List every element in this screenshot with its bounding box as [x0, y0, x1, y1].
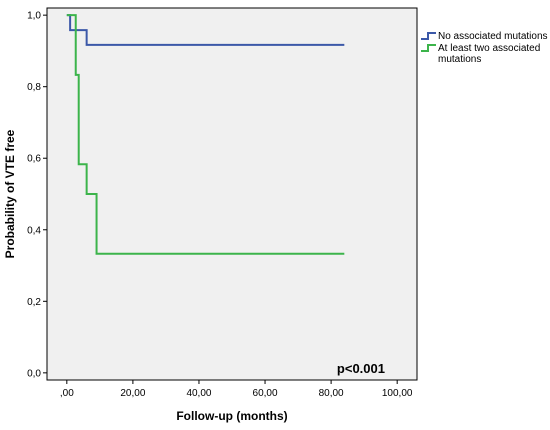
legend-label-2: At least two associated mutations	[438, 43, 540, 65]
x-axis-title: Follow-up (months)	[176, 409, 287, 423]
y-tick-label: 0,2	[27, 297, 41, 308]
x-tick-label: ,00	[60, 388, 74, 399]
x-tick-label: 100,00	[382, 388, 413, 399]
x-tick-label: 40,00	[186, 388, 211, 399]
y-axis-title: Probability of VTE free	[3, 129, 17, 258]
plot-area	[46, 7, 418, 381]
x-tick-label: 60,00	[253, 388, 278, 399]
x-tick-label: 80,00	[319, 388, 344, 399]
x-axis: ,00 20,00 40,00 60,00 80,00 100,00	[60, 380, 413, 399]
y-axis: 0,0 0,2 0,4 0,6 0,8 1,0	[27, 11, 47, 379]
y-tick-label: 0,4	[27, 225, 41, 236]
y-tick-label: 1,0	[27, 11, 41, 22]
survival-curves	[66, 14, 345, 255]
x-tick-label: 20,00	[120, 388, 145, 399]
legend-swatch-1	[421, 32, 436, 40]
survival-curve-2	[66, 14, 345, 255]
legend-swatch-2	[421, 44, 436, 52]
p-value-annotation: p<0.001	[337, 361, 385, 376]
legend-label-1: No associated mutations	[438, 31, 548, 42]
y-tick-label: 0,8	[27, 82, 41, 93]
y-tick-label: 0,6	[27, 154, 41, 165]
y-tick-label: 0,0	[27, 368, 41, 379]
